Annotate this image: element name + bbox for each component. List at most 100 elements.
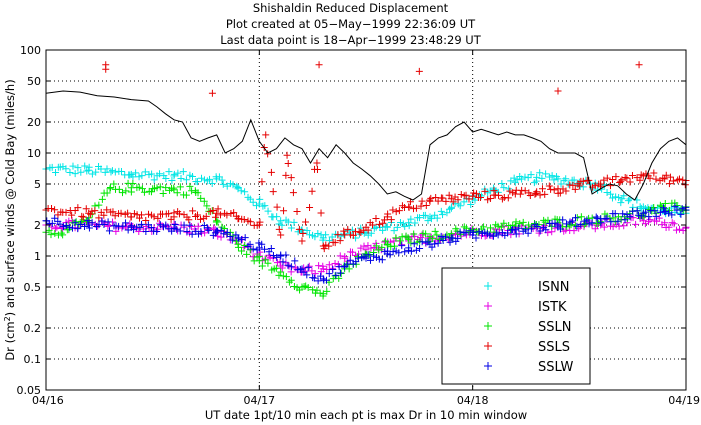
data-point <box>417 202 425 210</box>
data-point <box>238 247 246 255</box>
data-point <box>140 188 148 196</box>
data-point <box>621 174 629 182</box>
plot-created-text: Plot created at 05−May−1999 22:36:09 UT <box>225 17 476 31</box>
data-point <box>45 226 53 234</box>
data-point <box>569 217 577 225</box>
data-point <box>436 235 444 243</box>
data-point <box>283 151 291 159</box>
data-point <box>241 241 249 249</box>
data-point <box>472 234 480 242</box>
data-point <box>212 213 220 221</box>
data-point <box>456 228 464 236</box>
data-point <box>384 210 392 218</box>
data-point <box>618 195 626 203</box>
data-point <box>168 177 176 185</box>
data-point <box>646 174 654 182</box>
data-point <box>79 213 87 221</box>
data-point <box>256 218 264 226</box>
y-tick-label: 0.05 <box>17 384 42 397</box>
data-point <box>395 249 403 257</box>
data-point <box>68 211 76 219</box>
legend-marker <box>484 302 492 310</box>
y-tick-label: 50 <box>27 75 41 88</box>
data-point <box>509 189 517 197</box>
data-point <box>214 218 222 226</box>
data-point <box>585 220 593 228</box>
data-point <box>405 222 413 230</box>
data-point <box>189 207 197 215</box>
data-point <box>127 222 135 230</box>
legend-entry-isnn: ISNN <box>538 280 570 295</box>
plot-frame <box>45 49 687 391</box>
data-point <box>334 231 342 239</box>
data-point <box>562 175 570 183</box>
data-point <box>98 195 106 203</box>
legend-entry-istk: ISTK <box>538 300 567 315</box>
data-point <box>620 222 628 230</box>
data-point <box>372 242 380 250</box>
data-point <box>661 175 669 183</box>
data-point <box>504 194 512 202</box>
data-point <box>375 220 383 228</box>
data-point <box>174 169 182 177</box>
data-point <box>615 194 623 202</box>
data-point <box>51 214 59 222</box>
data-point <box>494 231 502 239</box>
data-point <box>487 224 495 232</box>
data-point <box>91 207 99 215</box>
data-point <box>142 227 150 235</box>
data-point <box>277 231 285 239</box>
data-point <box>142 216 150 224</box>
data-point <box>612 193 620 201</box>
data-point <box>105 227 113 235</box>
data-point <box>278 264 286 272</box>
data-point <box>443 209 451 217</box>
data-point <box>620 192 628 200</box>
data-point <box>489 232 497 240</box>
data-point <box>313 286 321 294</box>
data-point <box>289 189 297 197</box>
data-point <box>336 237 344 245</box>
data-point <box>457 190 465 198</box>
data-point <box>608 194 616 202</box>
data-point <box>153 228 161 236</box>
data-point <box>623 174 631 182</box>
data-point <box>145 210 153 218</box>
data-point <box>538 174 546 182</box>
data-point <box>422 230 430 238</box>
data-point <box>533 223 541 231</box>
y-tick-label: 5 <box>34 178 41 191</box>
data-point <box>495 191 503 199</box>
data-point <box>88 170 96 178</box>
data-point <box>665 206 673 214</box>
legend-marker <box>484 322 492 330</box>
data-point <box>273 213 281 221</box>
data-point <box>226 233 234 241</box>
data-point <box>650 204 658 212</box>
data-point <box>429 235 437 243</box>
data-point <box>372 214 380 222</box>
data-point <box>577 213 585 221</box>
data-point <box>668 211 676 219</box>
data-point <box>256 195 264 203</box>
data-point <box>646 216 654 224</box>
data-point <box>82 205 90 213</box>
data-point <box>287 276 295 284</box>
data-point <box>219 180 227 188</box>
data-point <box>407 239 415 247</box>
data-point <box>526 191 534 199</box>
data-point <box>427 215 435 223</box>
data-point <box>665 223 673 231</box>
data-point <box>275 271 283 279</box>
data-point <box>386 251 394 259</box>
data-point <box>393 223 401 231</box>
data-point <box>243 250 251 258</box>
data-point <box>427 233 435 241</box>
data-point <box>322 231 330 239</box>
data-point <box>88 207 96 215</box>
data-point <box>82 217 90 225</box>
data-point <box>659 174 667 182</box>
data-point <box>404 234 412 242</box>
data-point <box>383 223 391 231</box>
data-point <box>665 180 673 188</box>
